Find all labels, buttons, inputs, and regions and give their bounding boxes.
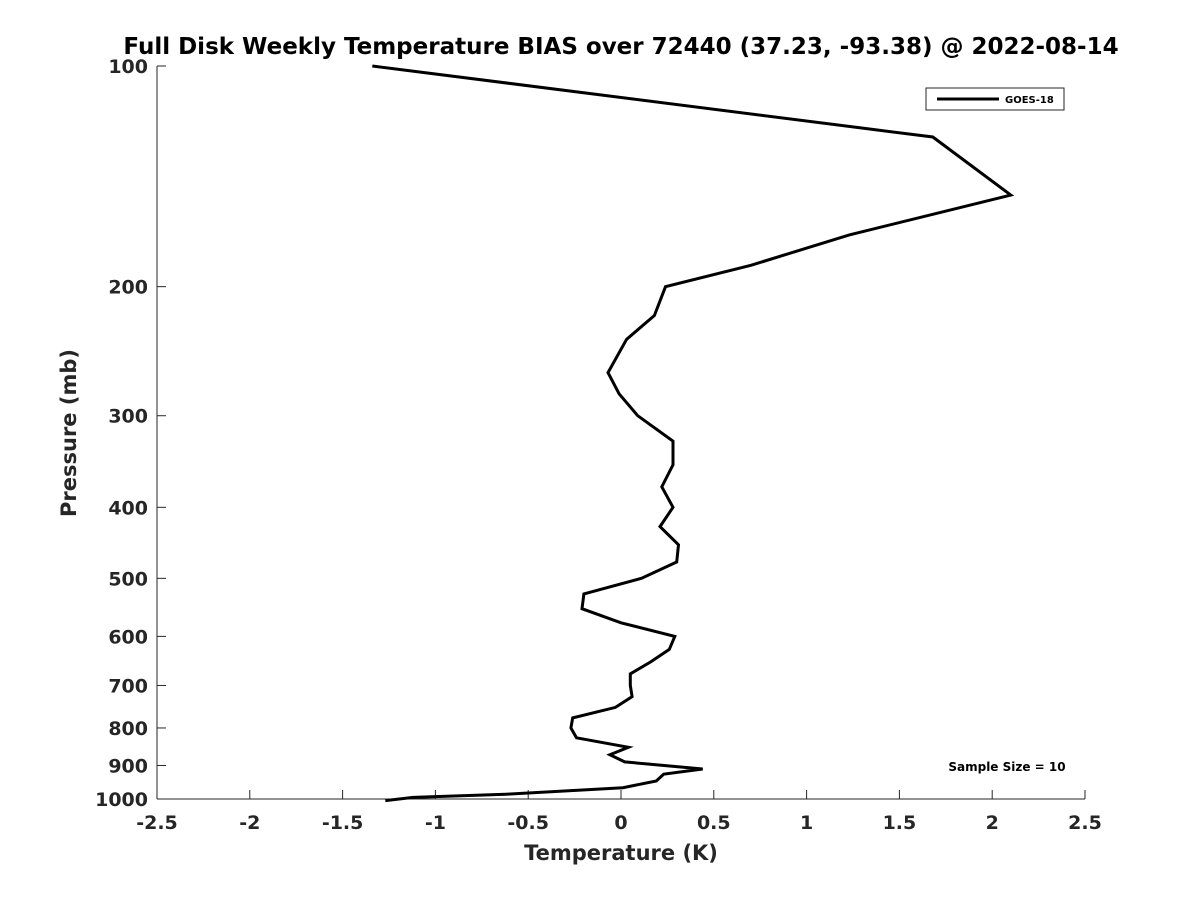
- plot-area: [157, 66, 1085, 799]
- series-line-goes-18: [372, 64, 1015, 803]
- x-tick-label: 0.5: [697, 812, 731, 834]
- x-tick-label: 2.5: [1068, 812, 1102, 834]
- y-tick-label: 1000: [95, 789, 148, 811]
- y-tick-label: 400: [108, 497, 148, 519]
- y-tick-label: 800: [108, 718, 148, 740]
- x-axis-label: Temperature (K): [524, 841, 718, 865]
- axes: -2.5 -2 -1.5 -1 -0.5 0 0.5 1 1.5 2 2.5 100 200 300 400…: [95, 56, 1102, 834]
- x-tick-label: 0: [614, 812, 627, 834]
- y-tick-label: 300: [108, 406, 148, 428]
- x-tick-label: -2.5: [136, 812, 178, 834]
- sample-size-annotation: Sample Size = 10: [948, 760, 1065, 774]
- y-axis-label: Pressure (mb): [57, 349, 81, 517]
- x-tick-label: 1.5: [883, 812, 917, 834]
- y-tick-label: 100: [108, 56, 148, 78]
- x-tick-label: -1.5: [322, 812, 364, 834]
- y-tick-label: 200: [108, 277, 148, 299]
- chart-title: Full Disk Weekly Temperature BIAS over 7…: [123, 34, 1118, 60]
- x-tick-label: -2: [239, 812, 260, 834]
- legend: GOES-18: [925, 87, 1065, 111]
- x-tick-label: 1: [800, 812, 813, 834]
- x-tick-label: -1: [425, 812, 446, 834]
- y-tick-label: 900: [108, 755, 148, 777]
- x-tick-label: -0.5: [507, 812, 549, 834]
- y-tick-label: 700: [108, 675, 148, 697]
- legend-label: GOES-18: [1005, 95, 1054, 106]
- y-tick-label: 500: [108, 568, 148, 590]
- series-group: [372, 64, 1015, 803]
- x-tick-label: 2: [986, 812, 999, 834]
- y-tick-label: 600: [108, 626, 148, 648]
